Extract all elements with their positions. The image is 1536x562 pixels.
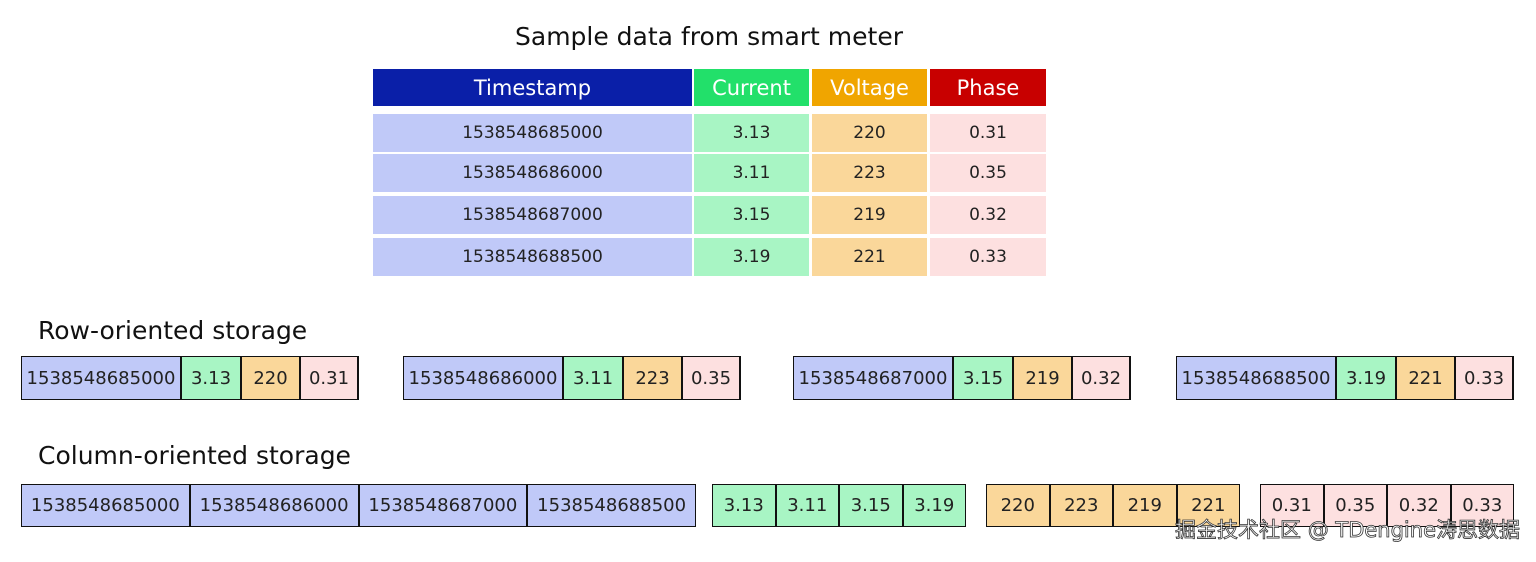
column-cell: 3.13 [712, 484, 776, 527]
column-cell: 1538548688500 [527, 484, 696, 527]
column-cell: 219 [1113, 484, 1177, 527]
row-cell: 1538548686000 [403, 356, 563, 400]
row-cell: 3.19 [1336, 356, 1396, 400]
column-cell: 3.19 [902, 484, 966, 527]
column-cell: 0.35 [1323, 484, 1387, 527]
section-title: Column-oriented storage [38, 440, 351, 470]
section-title: Row-oriented storage [38, 315, 308, 345]
table-cell: 0.33 [930, 238, 1046, 276]
table-header: Phase [930, 69, 1046, 106]
column-cell: 221 [1176, 484, 1240, 527]
table-header: Voltage [812, 69, 927, 106]
table-cell: 219 [812, 196, 927, 234]
table-cell: 221 [812, 238, 927, 276]
column-cell: 3.15 [839, 484, 903, 527]
title: Sample data from smart meter [515, 21, 903, 51]
table-cell: 220 [812, 114, 927, 152]
table-header: Current [694, 69, 809, 106]
table-cell: 0.35 [930, 154, 1046, 192]
column-cell: 3.11 [775, 484, 839, 527]
row-cell: 219 [1013, 356, 1072, 400]
column-cell: 0.33 [1450, 484, 1514, 527]
table-cell: 1538548686000 [373, 154, 692, 192]
row-cell: 0.35 [682, 356, 740, 400]
row-cell: 3.11 [563, 356, 623, 400]
table-cell: 3.13 [694, 114, 809, 152]
table-cell: 1538548688500 [373, 238, 692, 276]
table-cell: 1538548687000 [373, 196, 692, 234]
table-cell: 3.15 [694, 196, 809, 234]
row-cell: 0.31 [300, 356, 358, 400]
column-cell: 1538548685000 [21, 484, 190, 527]
row-cell: 220 [241, 356, 300, 400]
table-cell: 0.31 [930, 114, 1046, 152]
row-cell: 3.15 [953, 356, 1013, 400]
column-cell: 0.32 [1387, 484, 1451, 527]
row-cell: 0.32 [1072, 356, 1130, 400]
row-cell: 1538548688500 [1176, 356, 1336, 400]
table-cell: 3.11 [694, 154, 809, 192]
row-cell: 223 [623, 356, 682, 400]
row-cell: 3.13 [181, 356, 241, 400]
table-cell: 1538548685000 [373, 114, 692, 152]
row-cell: 1538548685000 [21, 356, 181, 400]
column-cell: 1538548686000 [189, 484, 359, 527]
column-cell: 0.31 [1260, 484, 1324, 527]
column-cell: 223 [1049, 484, 1113, 527]
table-cell: 223 [812, 154, 927, 192]
row-cell: 221 [1396, 356, 1455, 400]
watermark: 掘金技术社区 @ TDengine涛思数据 [1175, 518, 1521, 543]
table-cell: 0.32 [930, 196, 1046, 234]
column-cell: 1538548687000 [358, 484, 528, 527]
column-cell: 220 [986, 484, 1050, 527]
row-cell: 1538548687000 [793, 356, 953, 400]
table-cell: 3.19 [694, 238, 809, 276]
row-cell: 0.33 [1455, 356, 1513, 400]
table-header: Timestamp [373, 69, 692, 106]
